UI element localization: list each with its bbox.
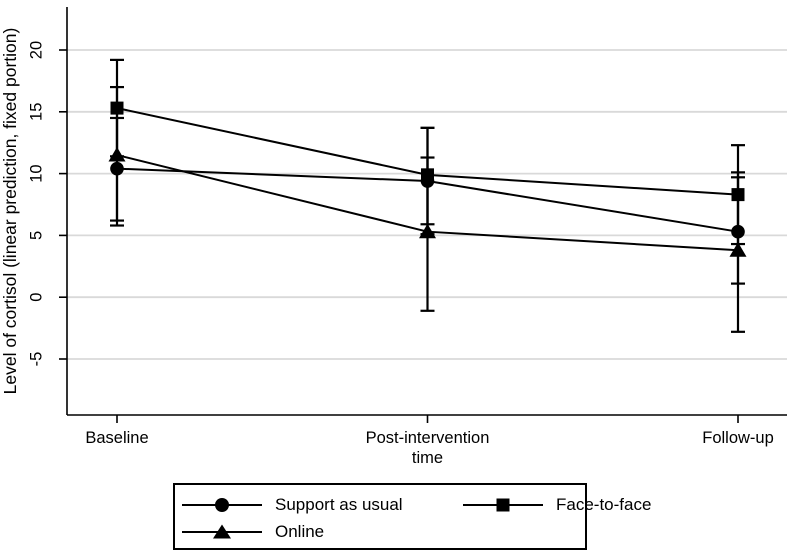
data-point-triangle (729, 242, 747, 257)
x-tick-label: Baseline (85, 429, 148, 447)
legend: Support as usual Face-to-face Online (173, 483, 651, 550)
legend-label: Face-to-face (556, 495, 652, 514)
data-point-square (421, 168, 434, 182)
x-axis-title: time (412, 449, 443, 467)
legend-label: Online (275, 522, 325, 541)
y-tick-label: -5 (27, 352, 45, 367)
data-point-circle (731, 224, 745, 239)
data-point-triangle (108, 147, 126, 162)
data-point-square (731, 188, 745, 202)
legend-item-face-to-face: Face-to-face (463, 495, 651, 515)
data-point-square (110, 101, 124, 115)
triangle-marker-icon (182, 524, 262, 539)
legend-item-online: Online (182, 522, 324, 542)
x-tick-label: Post-intervention (366, 429, 490, 447)
data-point-circle (110, 161, 124, 176)
x-tick-label: Follow-up (702, 429, 774, 447)
legend-label: Support as usual (275, 495, 403, 514)
cortisol-line-chart: -5 0 5 10 15 20 Baseline Post-intervention Follo… (0, 7, 787, 467)
y-tick-label: 20 (27, 41, 45, 59)
y-tick-label: 5 (27, 231, 45, 240)
y-tick-label: 0 (27, 293, 45, 302)
square-marker-icon (463, 498, 543, 512)
circle-marker-icon (182, 498, 262, 512)
y-tick-label: 15 (27, 103, 45, 121)
legend-item-support-as-usual: Support as usual (182, 495, 403, 515)
y-tick-label: 10 (27, 164, 45, 182)
data-point-triangle (419, 223, 436, 239)
y-axis-title: Level of cortisol (linear prediction, fi… (0, 28, 20, 395)
